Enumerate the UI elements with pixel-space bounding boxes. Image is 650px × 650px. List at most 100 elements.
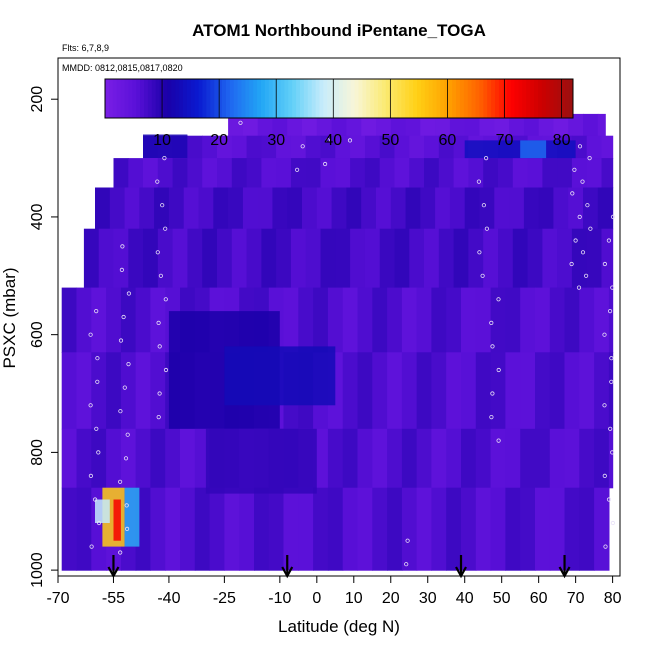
heatmap-cell [401, 428, 418, 489]
colorbar-segment [475, 79, 480, 118]
heatmap-cell [431, 287, 447, 353]
colorbar-segment [319, 79, 324, 118]
colorbar-segment [530, 79, 535, 118]
sample-point [95, 356, 100, 361]
heatmap-cell [135, 287, 151, 353]
heatmap-cell [379, 228, 396, 289]
sample-point [122, 385, 127, 390]
colorbar-segment [393, 79, 398, 118]
heatmap-cell [76, 287, 92, 353]
heatmap-cell [106, 428, 122, 489]
heatmap-cell [490, 352, 506, 430]
heatmap-cell [316, 187, 333, 230]
colorbar-segment [557, 79, 562, 118]
heatmap-cell [416, 487, 432, 571]
colorbar-segment [549, 79, 554, 118]
heatmap-cell [449, 113, 466, 137]
heatmap-cell [394, 228, 410, 289]
colorbar-segment [417, 79, 422, 118]
heatmap-cell [217, 158, 233, 189]
colorbar-segment [175, 79, 180, 118]
colorbar-segment [561, 79, 566, 118]
sample-point [577, 144, 583, 149]
colorbar-frame [104, 78, 574, 119]
heatmap-cell [276, 135, 292, 159]
heatmap-cell [453, 158, 469, 189]
sample-point [577, 214, 582, 219]
y-axis-tick-label: 400 [29, 203, 46, 230]
colorbar-segment [140, 79, 145, 118]
sample-point [570, 191, 575, 196]
heatmap-cell [512, 158, 529, 189]
heatmap-cell [594, 487, 610, 571]
heatmap-cell [172, 158, 188, 189]
heatmap-cell [276, 228, 292, 289]
heatmap-cell [431, 428, 447, 489]
heatmap-cell [424, 158, 440, 189]
heatmap-cell [239, 487, 255, 571]
heatmap-cell [608, 287, 614, 353]
heatmap-cell [387, 352, 403, 430]
colorbar-segment [366, 79, 371, 118]
heatmap-enhancement-cell [113, 499, 121, 541]
sample-point [603, 544, 608, 549]
heatmap-cell [394, 135, 410, 159]
heatmap-cell [387, 428, 403, 489]
x-axis-tick-label: 20 [382, 590, 400, 607]
sample-point [238, 120, 243, 125]
colorbar-segment [288, 79, 293, 118]
heatmap-cell [571, 158, 588, 189]
colorbar-segment [186, 79, 192, 118]
heatmap-cell [490, 428, 506, 489]
colorbar-segment [307, 79, 313, 118]
heatmap-cell [357, 487, 373, 571]
colorbar-segment [257, 79, 262, 118]
heatmap-cell [579, 287, 595, 353]
heatmap-cell [579, 352, 595, 430]
x-axis-tick-label: -25 [213, 590, 236, 607]
heatmap-cell [268, 487, 285, 571]
colorbar-segment [389, 79, 394, 118]
heatmap-cell [498, 228, 514, 289]
heatmap-cell [583, 187, 599, 230]
heatmap-cell [320, 158, 336, 189]
heatmap-cell [523, 113, 540, 137]
colorbar-segment [225, 79, 231, 118]
heatmap-cell [91, 428, 107, 489]
sample-point [325, 138, 330, 143]
sample-point [125, 432, 130, 437]
heatmap-cell [135, 487, 151, 571]
heatmap-cell [468, 228, 484, 289]
heatmap-cell [113, 158, 129, 189]
sample-point [489, 414, 494, 420]
heatmap-cell [261, 135, 277, 159]
colorbar-segment [545, 79, 550, 118]
heatmap-cell [505, 352, 521, 430]
colorbar-segment [440, 79, 445, 118]
colorbar-segment [374, 79, 379, 118]
colorbar-segment [448, 79, 453, 118]
heatmap-cell [139, 187, 155, 230]
colorbar-segment [327, 79, 332, 118]
heatmap-cell [372, 428, 388, 489]
heatmap-cell [520, 428, 536, 489]
colorbar-segment [303, 79, 309, 118]
heatmap-cell [431, 352, 447, 430]
sample-point [155, 250, 160, 255]
colorbar-segment [467, 79, 472, 118]
heatmap-cell [224, 487, 240, 571]
heatmap-cell [357, 352, 373, 430]
heatmap-enhancement-cell [205, 428, 317, 494]
heatmap-cell [228, 113, 244, 137]
heatmap-cell [335, 158, 351, 189]
sample-point [610, 450, 615, 455]
heatmap-cell [61, 428, 78, 489]
heatmap-cell [586, 135, 603, 159]
heatmap-cell [520, 352, 536, 430]
sample-point [569, 261, 574, 267]
heatmap-cell [357, 287, 373, 353]
sample-point [496, 438, 501, 443]
heatmap-cell [446, 487, 462, 571]
sample-point [477, 250, 482, 255]
colorbar-segment [456, 79, 461, 118]
